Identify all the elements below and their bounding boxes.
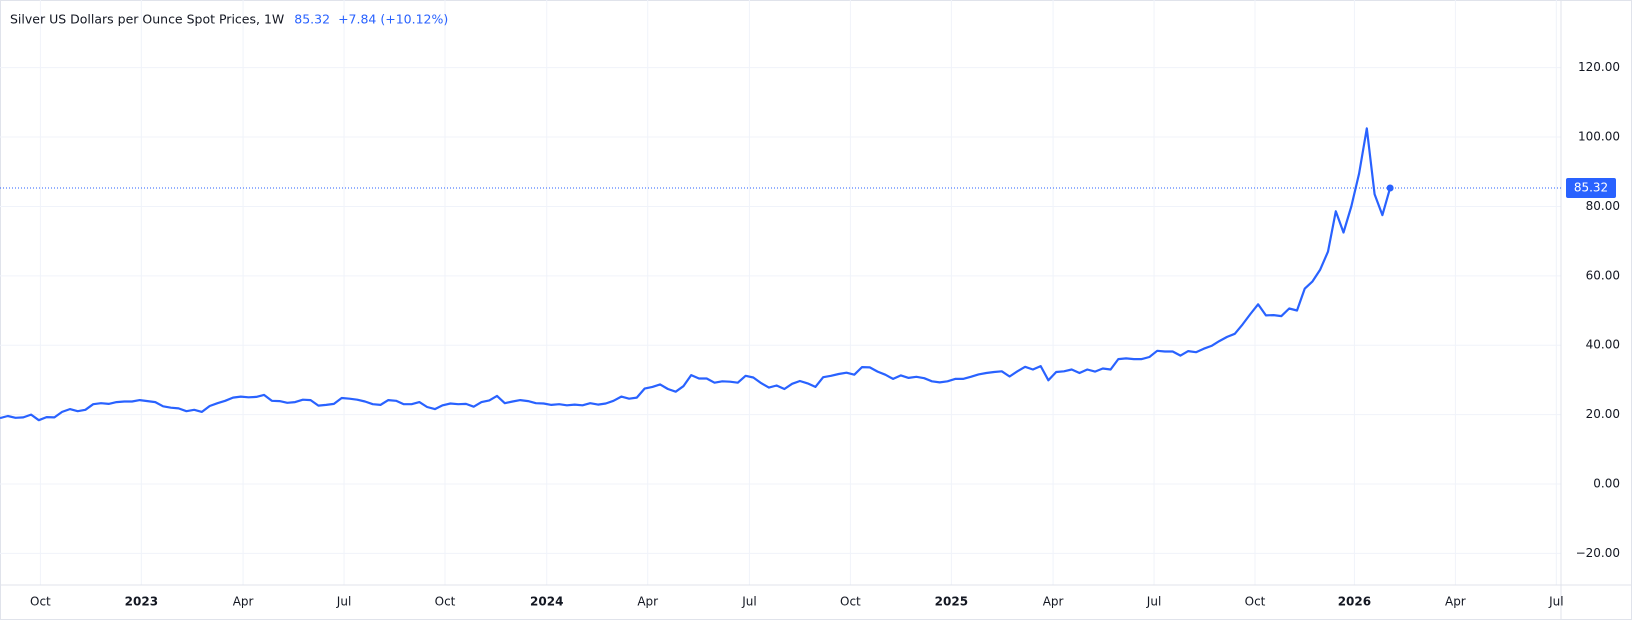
x-tick-label: Oct (30, 595, 51, 609)
y-tick-label: 60.00 (1586, 268, 1620, 282)
y-tick-label: 120.00 (1578, 60, 1620, 74)
y-tick-label: 0.00 (1593, 477, 1620, 491)
x-tick-label: 2025 (935, 595, 968, 609)
x-tick-label: Jul (741, 595, 756, 609)
x-tick-label: Jul (1146, 595, 1161, 609)
y-tick-label: 100.00 (1578, 130, 1620, 144)
x-tick-label: Apr (1445, 595, 1466, 609)
x-tick-label: Apr (637, 595, 658, 609)
x-tick-label: Jul (1548, 595, 1563, 609)
chart-title: Silver US Dollars per Ounce Spot Prices,… (10, 12, 284, 27)
last-price-label: 85.32 (1574, 180, 1608, 194)
x-tick-label: Apr (1043, 595, 1064, 609)
x-tick-label: Apr (233, 595, 254, 609)
price-line (0, 127, 1392, 422)
x-tick-label: Jul (336, 595, 351, 609)
x-tick-label: Oct (1245, 595, 1266, 609)
price-change: +7.84 (+10.12%) (338, 12, 448, 27)
x-tick-label: 2026 (1338, 595, 1371, 609)
last-price: 85.32 (294, 12, 330, 27)
x-tick-label: Oct (435, 595, 456, 609)
y-tick-label: 40.00 (1586, 338, 1620, 352)
last-point (1386, 184, 1394, 192)
last-price-box (1566, 177, 1616, 198)
x-tick-label: Oct (840, 595, 861, 609)
x-tick-label: 2024 (530, 595, 563, 609)
y-tick-label: 20.00 (1586, 407, 1620, 421)
x-tick-label: 2023 (125, 595, 158, 609)
y-tick-label: 80.00 (1586, 199, 1620, 213)
y-tick-label: −20.00 (1576, 546, 1620, 560)
